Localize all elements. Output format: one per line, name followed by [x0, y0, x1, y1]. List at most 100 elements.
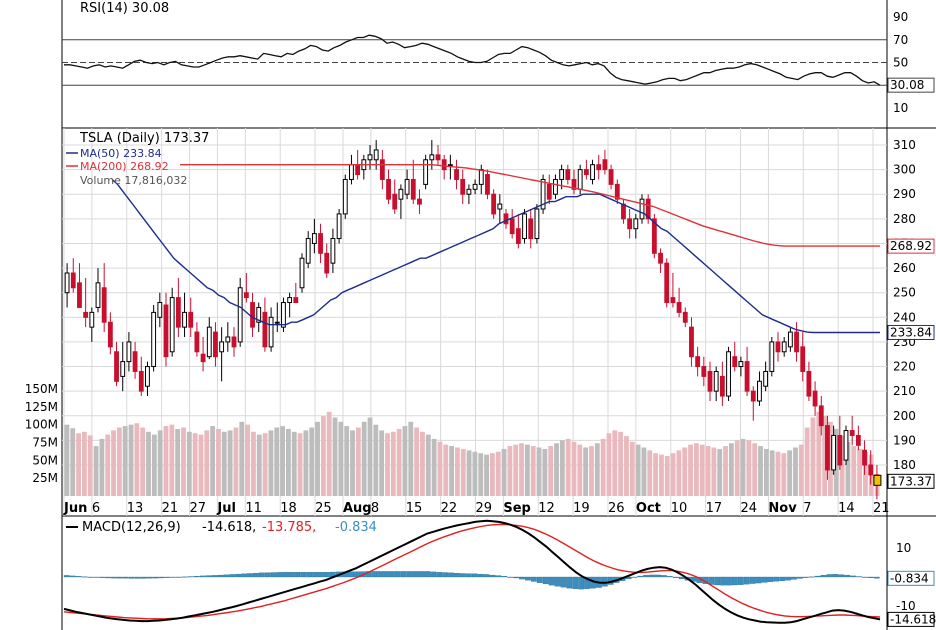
- macd-histogram-bar: [99, 576, 106, 578]
- candle-body: [676, 302, 682, 313]
- macd-histogram-bar: [63, 575, 70, 578]
- volume-bar: [845, 441, 851, 496]
- macd-histogram-bar: [93, 576, 100, 578]
- date-tick-label: 11: [245, 501, 262, 516]
- price-tick-label: 240: [893, 310, 916, 324]
- candle-body: [787, 331, 793, 348]
- macd-histogram-bar: [69, 575, 76, 578]
- price-tick-label: 220: [893, 360, 916, 374]
- macd-histogram-bar: [288, 572, 295, 578]
- candle-body: [398, 188, 404, 200]
- candle-body: [441, 159, 447, 171]
- volume-bar: [833, 428, 839, 496]
- candle-body: [293, 297, 299, 304]
- candle-body: [83, 311, 89, 318]
- macd-histogram-bar: [826, 574, 833, 578]
- price-tick-label: 300: [893, 163, 916, 177]
- volume-bar: [472, 451, 478, 496]
- volume-bar: [385, 433, 390, 496]
- date-tick-label: Jun: [63, 501, 87, 516]
- macd-histogram-bar: [318, 572, 324, 578]
- candle-body: [379, 159, 385, 180]
- macd-histogram-bar: [720, 576, 726, 586]
- volume-bar: [425, 434, 431, 496]
- macd-legend-signal-value: -13.785,: [262, 520, 316, 535]
- macd-histogram-bar: [513, 576, 519, 579]
- candle-body: [169, 297, 175, 353]
- date-tick-label: 19: [573, 501, 590, 516]
- macd-histogram-bar: [755, 576, 762, 584]
- macd-histogram-bar: [489, 574, 496, 578]
- macd-histogram-bar: [726, 576, 732, 586]
- volume-bar: [524, 444, 530, 496]
- volume-bar: [192, 433, 198, 496]
- date-tick-label: 7: [803, 501, 811, 516]
- date-tick-label: 26: [608, 501, 625, 516]
- candle-body: [670, 297, 676, 304]
- volume-bar: [787, 450, 793, 496]
- macd-histogram-bar: [158, 576, 165, 579]
- macd-histogram-bar: [868, 576, 874, 578]
- macd-histogram-bar: [418, 571, 425, 578]
- volume-bar: [181, 427, 186, 496]
- volume-tick-label: 75M: [32, 436, 58, 450]
- candle-body: [126, 341, 132, 363]
- macd-histogram-bar: [471, 573, 478, 578]
- volume-bar: [699, 444, 705, 496]
- candle-body: [855, 434, 861, 446]
- date-tick-label: 21: [873, 501, 890, 516]
- price-tick-label: 260: [893, 261, 916, 275]
- macd-legend-label: MACD(12,26,9): [82, 520, 181, 535]
- volume-bar: [583, 447, 589, 496]
- candle-body: [738, 361, 744, 368]
- volume-bar: [256, 434, 262, 496]
- date-tick-label: 15: [406, 501, 423, 516]
- candle-body: [577, 169, 583, 190]
- volume-bar: [297, 433, 303, 496]
- candle-body: [478, 169, 484, 185]
- candle-body: [639, 198, 645, 220]
- macd-histogram-bar: [530, 576, 537, 582]
- macd-histogram-bar: [241, 573, 247, 578]
- volume-bar: [262, 433, 268, 496]
- candle-body: [151, 311, 157, 368]
- macd-histogram-bar: [235, 573, 242, 578]
- candle-body: [373, 149, 379, 161]
- candle-body: [305, 238, 311, 264]
- macd-histogram-bar: [389, 571, 395, 578]
- macd-histogram-bar: [264, 572, 271, 578]
- macd-histogram-bar: [371, 571, 378, 578]
- volume-legend-label: Volume 17,816,032: [80, 174, 187, 187]
- macd-histogram-bar: [324, 572, 330, 578]
- candle-body: [794, 331, 799, 353]
- macd-histogram-bar: [223, 574, 230, 578]
- date-tick-label: 17: [706, 501, 723, 516]
- volume-bar: [565, 438, 571, 496]
- volume-bar: [396, 428, 402, 496]
- macd-legend: MACD(12,26,9) -14.618, -13.785, -0.834: [66, 520, 377, 535]
- candle-body: [651, 218, 657, 254]
- macd-histogram-bar: [312, 572, 318, 578]
- volume-bar: [653, 453, 659, 496]
- macd-histogram-bar: [643, 575, 650, 578]
- macd-histogram-bar: [400, 571, 407, 578]
- rsi-last-value-label: 30.08: [890, 78, 924, 92]
- macd-histogram-bar: [140, 576, 147, 579]
- volume-bars: [64, 411, 880, 496]
- candle-body: [862, 449, 867, 466]
- date-tick-label: Oct: [636, 501, 661, 516]
- macd-histogram-bar: [217, 574, 224, 578]
- macd-signal-line: [63, 523, 881, 620]
- candle-body: [614, 183, 620, 200]
- volume-bar: [315, 421, 320, 496]
- volume-bar: [390, 431, 396, 496]
- macd-histogram-bar: [525, 576, 531, 581]
- macd-histogram-bar: [347, 571, 354, 578]
- volume-bar: [99, 438, 105, 496]
- macd-histogram-bar: [655, 574, 661, 578]
- volume-bar: [332, 417, 338, 496]
- macd-histogram-bar: [862, 576, 868, 578]
- candle-body: [107, 321, 113, 348]
- macd-histogram-bar: [383, 571, 389, 578]
- candle-body: [454, 169, 459, 180]
